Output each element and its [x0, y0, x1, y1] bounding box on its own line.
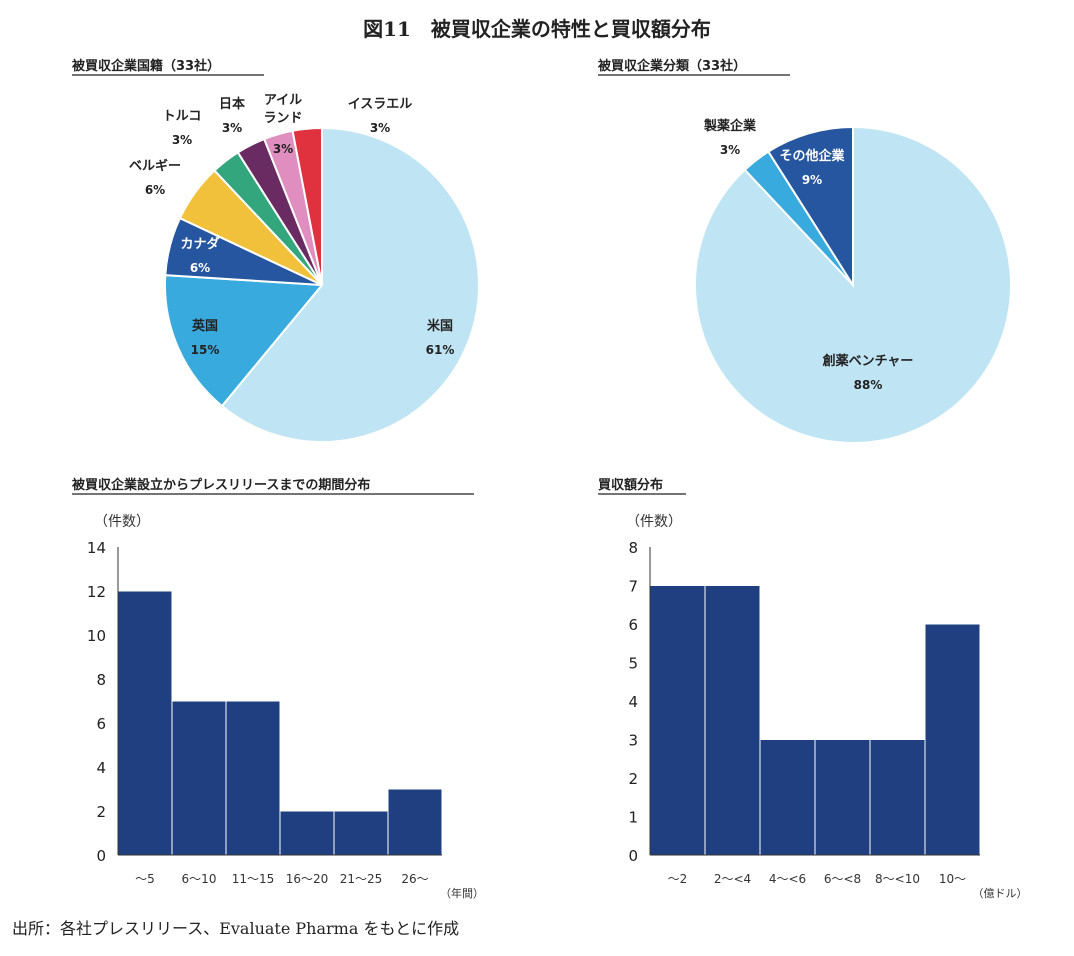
- slice-label: イスラエル: [348, 97, 413, 112]
- slice-label: 日本: [219, 96, 245, 112]
- x-tick-label: 26～: [401, 872, 428, 886]
- slice-label: アイル: [264, 93, 302, 108]
- bar: [225, 700, 281, 856]
- bar: [924, 623, 981, 856]
- x-tick-label: 6～<8: [824, 872, 861, 886]
- bar: [387, 788, 443, 856]
- bar: [117, 590, 173, 856]
- slice-pct: 9%: [802, 173, 822, 187]
- slice-pct: 6%: [190, 261, 210, 275]
- x-axis-unit: （年間）: [440, 886, 484, 900]
- slice-label: ランド: [263, 111, 302, 126]
- pie-title-1: 被買収企業分類（33社）: [597, 58, 746, 74]
- y-tick-label: 0: [96, 847, 106, 865]
- y-tick-label: 5: [628, 655, 638, 673]
- figure-title: 図11 被買収企業の特性と買収額分布: [363, 17, 711, 41]
- slice-pct: 6%: [145, 183, 165, 197]
- bar: [814, 739, 871, 856]
- slice-label: 製薬企業: [703, 118, 757, 134]
- pie-title-0: 被買収企業国籍（33社）: [71, 58, 220, 74]
- y-tick-label: 2: [628, 770, 638, 788]
- y-tick-label: 6: [628, 616, 638, 634]
- y-tick-label: 2: [96, 803, 106, 821]
- y-tick-label: 1: [628, 809, 638, 827]
- y-tick-label: 7: [628, 578, 638, 596]
- slice-label: 創薬ベンチャー: [822, 353, 914, 369]
- bar: [333, 810, 389, 856]
- slice-label: ベルギー: [129, 158, 181, 174]
- x-tick-label: 21～25: [340, 872, 383, 886]
- bar: [759, 739, 816, 856]
- x-tick-label: 11～15: [232, 872, 275, 886]
- source-note: 出所：各社プレスリリース、Evaluate Pharma をもとに作成: [12, 919, 459, 938]
- y-tick-label: 3: [628, 732, 638, 750]
- slice-pct: 3%: [172, 133, 192, 147]
- slice-pct: 3%: [370, 121, 390, 135]
- slice-pct: 3%: [222, 121, 242, 135]
- bar: [171, 700, 227, 856]
- x-axis-unit: （億ドル）: [973, 887, 1028, 900]
- pie-slice: [220, 126, 480, 443]
- pie-slice: [291, 126, 323, 286]
- slice-pct: 61%: [426, 343, 455, 357]
- y-tick-label: 8: [628, 539, 638, 557]
- y-tick-label: 6: [96, 715, 106, 733]
- bar: [649, 585, 706, 856]
- bar-title-1: 買収額分布: [598, 477, 663, 493]
- y-tick-label: 10: [87, 627, 106, 645]
- pie-slice: [164, 274, 325, 408]
- x-tick-label: 6～10: [182, 872, 217, 886]
- y-tick-label: 12: [87, 583, 106, 601]
- slice-label: 米国: [427, 318, 453, 334]
- bar: [279, 810, 335, 856]
- bar: [869, 739, 926, 856]
- slice-label: その他企業: [779, 148, 845, 164]
- slice-label: カナダ: [180, 236, 219, 252]
- x-tick-label: ～5: [135, 872, 155, 886]
- x-tick-label: 8～<10: [875, 872, 920, 886]
- y-tick-label: 14: [87, 539, 106, 557]
- y-tick-label: 4: [628, 693, 638, 711]
- x-tick-label: 16～20: [286, 872, 329, 886]
- slice-pct: 88%: [854, 378, 883, 392]
- y-tick-label: 0: [628, 847, 638, 865]
- bar-title-0: 被買収企業設立からプレスリリースまでの期間分布: [71, 477, 370, 493]
- x-tick-label: ～2: [668, 872, 688, 886]
- y-axis-label: （件数）: [626, 514, 682, 530]
- slice-label: トルコ: [163, 109, 202, 124]
- y-axis-label: （件数）: [94, 514, 150, 530]
- slice-pct: 3%: [720, 143, 740, 157]
- slice-pct: 3%: [273, 142, 293, 156]
- x-tick-label: 10～: [939, 872, 966, 886]
- slice-pct: 15%: [191, 343, 220, 357]
- y-tick-label: 8: [96, 671, 106, 689]
- slice-label: 英国: [191, 318, 218, 334]
- x-tick-label: 2～<4: [714, 872, 751, 886]
- y-tick-label: 4: [96, 759, 106, 777]
- pie-slice: [766, 125, 854, 289]
- bar: [704, 585, 761, 856]
- x-tick-label: 4～<6: [769, 872, 806, 886]
